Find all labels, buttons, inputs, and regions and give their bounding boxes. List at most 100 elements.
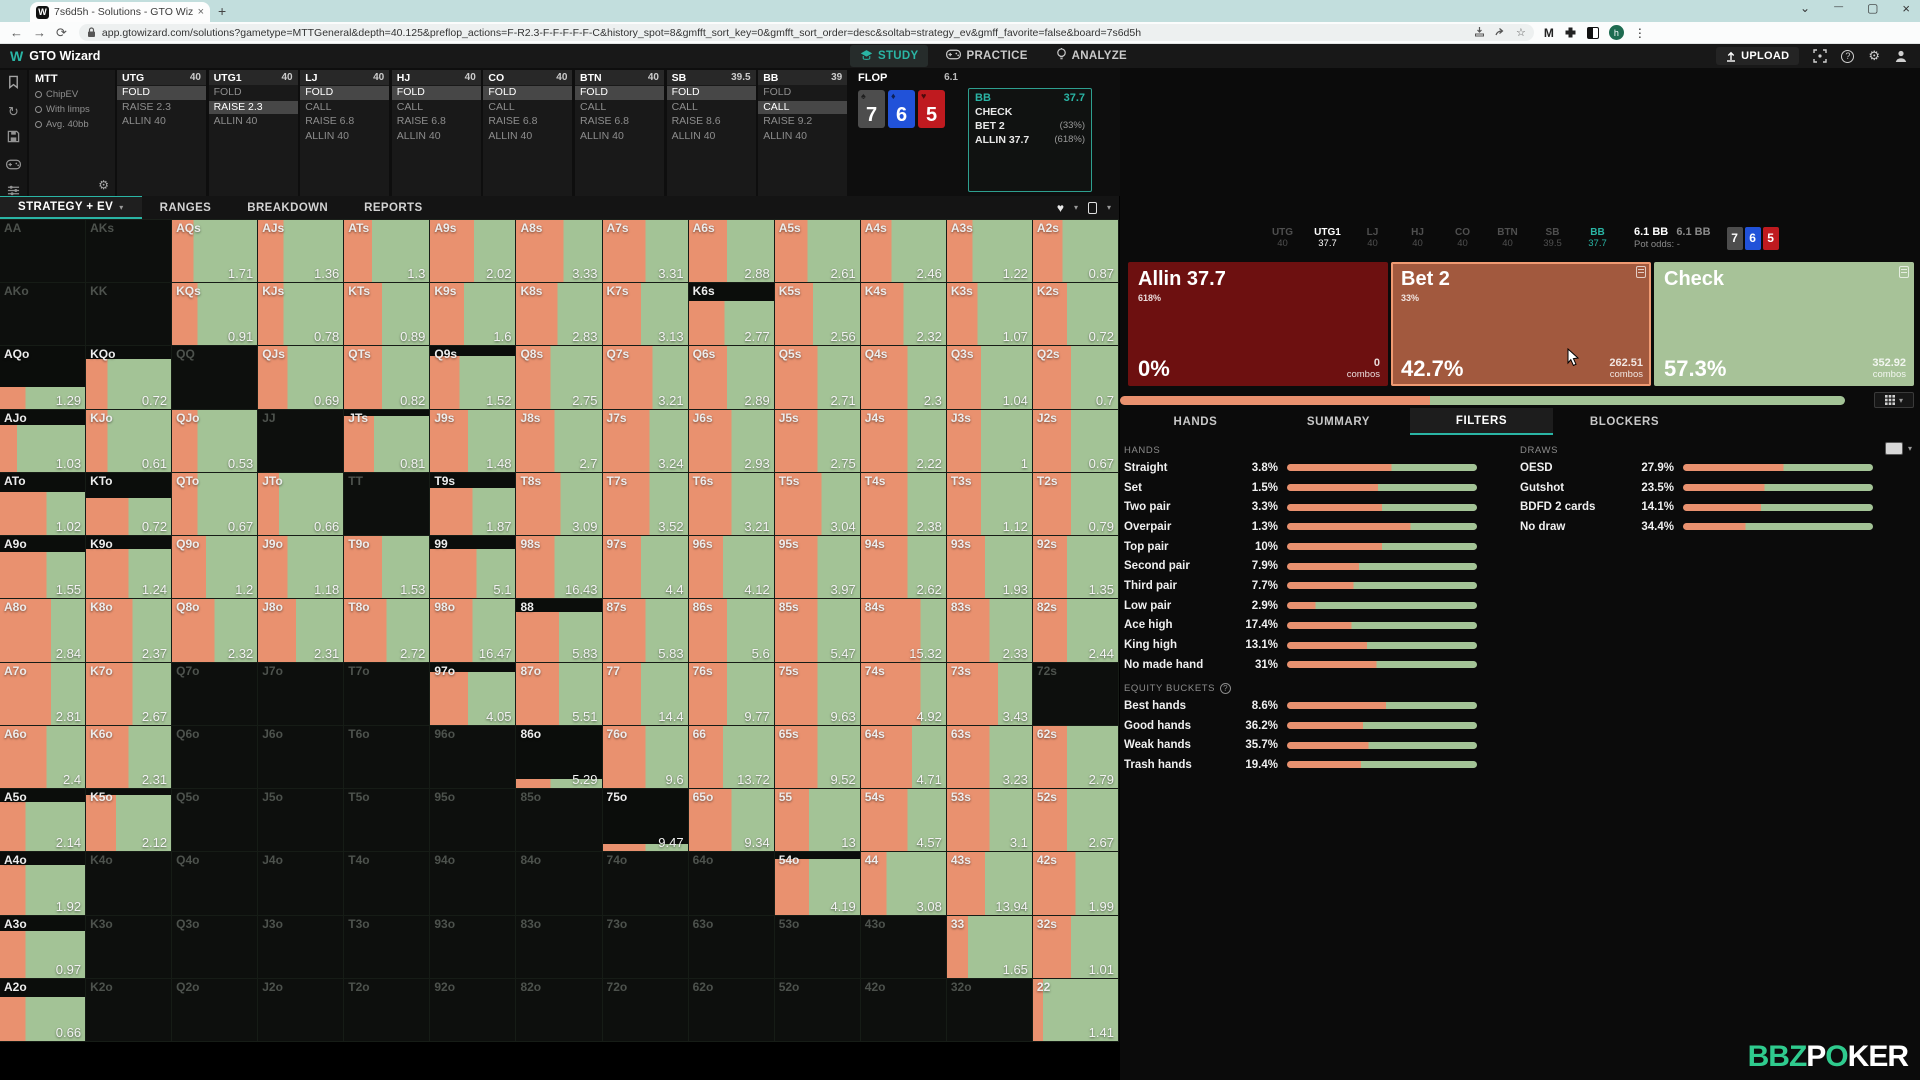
hand-cell-t9s[interactable]: T9s 1.87	[430, 472, 517, 537]
hand-cell-53o[interactable]: 53o	[774, 915, 861, 979]
restore-button[interactable]: ▢	[1867, 1, 1879, 15]
hand-cell-53s[interactable]: 53s 3.1	[946, 789, 1033, 853]
hand-cell-j9o[interactable]: J9o 1.18	[258, 536, 345, 600]
install-icon[interactable]	[1474, 26, 1485, 37]
preflop-action-btn-raise-6-8[interactable]: RAISE 6.8	[580, 115, 630, 127]
preflop-action-utg-raise-2-3[interactable]: RAISE 2.3	[122, 100, 172, 113]
preflop-action-hj-raise-6-8[interactable]: RAISE 6.8	[396, 115, 446, 127]
nav-tab-study[interactable]: STUDY	[850, 45, 929, 67]
hand-cell-a7o[interactable]: A7o 2.81	[0, 662, 87, 726]
hand-cell-kk[interactable]: KK	[86, 283, 173, 347]
tab-filters[interactable]: FILTERS	[1410, 408, 1553, 435]
hand-cell-kto[interactable]: KTo 0.72	[86, 472, 173, 537]
hand-cell-95o[interactable]: 95o	[430, 789, 517, 853]
hand-cell-ajo[interactable]: AJo 1.03	[0, 409, 87, 473]
hand-cell-j6o[interactable]: J6o	[258, 725, 345, 790]
hand-cell-82o[interactable]: 82o	[516, 978, 603, 1042]
hand-cell-43s[interactable]: 43s 13.94	[946, 852, 1033, 916]
tab-search-icon[interactable]: ⌄	[1800, 1, 1811, 15]
hand-cell-j8o[interactable]: J8o 2.31	[258, 599, 345, 663]
hand-cell-52s[interactable]: 52s 2.67	[1032, 789, 1119, 853]
hand-cell-a5o[interactable]: A5o 2.14	[0, 789, 87, 853]
hand-cell-aks[interactable]: AKs	[86, 220, 173, 284]
hand-cell-jto[interactable]: JTo 0.66	[258, 472, 345, 537]
history-position-utg1[interactable]: UTG1 37.7	[1305, 227, 1350, 249]
hand-cell-86s[interactable]: 86s 5.6	[688, 599, 775, 663]
hand-cell-94s[interactable]: 94s 2.62	[860, 536, 947, 600]
hand-cell-98s[interactable]: 98s 16.43	[516, 536, 603, 600]
favorite-heart-icon[interactable]: ♥	[1056, 200, 1064, 215]
hand-cell-74s[interactable]: 74s 4.92	[860, 662, 947, 726]
hand-cell-65o[interactable]: 65o 9.34	[688, 789, 775, 853]
hand-cell-qq[interactable]: QQ	[172, 346, 259, 410]
hand-cell-q3o[interactable]: Q3o	[172, 915, 259, 979]
preflop-action-hj-call[interactable]: CALL	[396, 100, 424, 113]
hand-cell-qjs[interactable]: QJs 0.69	[258, 346, 345, 410]
history-position-btn[interactable]: BTN 40	[1485, 227, 1530, 249]
hand-cell-92s[interactable]: 92s 1.35	[1032, 536, 1119, 600]
hand-cell-q7s[interactable]: Q7s 3.21	[602, 346, 689, 410]
hand-cell-86o[interactable]: 86o 5.29	[516, 725, 603, 790]
profile-icon[interactable]	[1894, 49, 1908, 63]
hand-cell-73o[interactable]: 73o	[602, 915, 689, 979]
hand-cell-qjo[interactable]: QJo 0.53	[172, 409, 259, 473]
preflop-action-lj-call[interactable]: CALL	[305, 100, 332, 113]
preflop-action-sb-raise-8-6[interactable]: RAISE 8.6	[671, 115, 721, 127]
hand-cell-ajs[interactable]: AJs 1.36	[258, 220, 345, 284]
hand-cell-55[interactable]: 55 13	[774, 789, 861, 853]
hand-cell-a6s[interactable]: A6s 2.88	[688, 220, 775, 284]
hand-cell-kqs[interactable]: KQs 0.91	[172, 283, 259, 347]
menu-kebab-icon[interactable]: ⋮	[1633, 25, 1646, 40]
preflop-action-bb-fold[interactable]: FOLD	[763, 86, 792, 98]
hand-cell-98o[interactable]: 98o 16.47	[430, 599, 517, 663]
preflop-action-btn-call[interactable]: CALL	[580, 100, 607, 113]
action-box-check[interactable]: Check 57.3% 352.92 combos	[1654, 262, 1914, 386]
node-action-bet-2[interactable]: BET 2 (33%)	[975, 120, 1085, 132]
tab-summary[interactable]: SUMMARY	[1306, 415, 1371, 428]
hand-cell-k2o[interactable]: K2o	[86, 978, 173, 1042]
filter-row-third-pair[interactable]: Third pair 7.7%	[1124, 576, 1516, 596]
preflop-action-lj-raise-6-8[interactable]: RAISE 6.8	[305, 115, 355, 127]
hand-cell-ato[interactable]: ATo 1.02	[0, 472, 87, 537]
hand-cell-q5o[interactable]: Q5o	[172, 789, 259, 853]
hand-cell-a4s[interactable]: A4s 2.46	[860, 220, 947, 284]
hand-cell-kqo[interactable]: KQo 0.72	[86, 346, 173, 410]
hand-cell-a8s[interactable]: A8s 3.33	[516, 220, 603, 284]
preflop-action-lj-fold[interactable]: FOLD	[300, 86, 390, 100]
hand-cell-84s[interactable]: 84s 15.32	[860, 599, 947, 663]
hand-cell-t7s[interactable]: T7s 3.52	[602, 472, 689, 537]
hand-cell-j4s[interactable]: J4s 2.22	[860, 409, 947, 473]
hand-cell-85s[interactable]: 85s 5.47	[774, 599, 861, 663]
hand-cell-t3s[interactable]: T3s 1.12	[946, 472, 1033, 537]
hand-cell-t5s[interactable]: T5s 3.04	[774, 472, 861, 537]
hand-cell-kjo[interactable]: KJo 0.61	[86, 409, 173, 473]
hand-cell-a3s[interactable]: A3s 1.22	[946, 220, 1033, 284]
hand-cell-q2o[interactable]: Q2o	[172, 978, 259, 1042]
hand-cell-a9o[interactable]: A9o 1.55	[0, 536, 87, 600]
preflop-action-utg1-raise-2-3[interactable]: RAISE 2.3	[208, 100, 298, 114]
filter-row-no-draw[interactable]: No draw 34.4%	[1520, 517, 1912, 537]
hand-cell-97o[interactable]: 97o 4.05	[430, 662, 517, 726]
tab-strategy-ev[interactable]: STRATEGY + EV ▾	[0, 196, 142, 219]
hand-cell-a2o[interactable]: A2o 0.66	[0, 978, 87, 1042]
settings-gear-icon[interactable]: ⚙	[1868, 48, 1880, 63]
back-icon[interactable]: ←	[10, 25, 23, 40]
hand-cell-a6o[interactable]: A6o 2.4	[0, 725, 87, 790]
hand-cell-q2s[interactable]: Q2s 0.7	[1032, 346, 1119, 410]
preflop-action-sb-fold[interactable]: FOLD	[666, 86, 756, 100]
hand-cell-k9o[interactable]: K9o 1.24	[86, 536, 173, 600]
share-icon[interactable]	[1495, 26, 1506, 37]
hand-cell-83s[interactable]: 83s 2.33	[946, 599, 1033, 663]
hand-cell-q8o[interactable]: Q8o 2.32	[172, 599, 259, 663]
sliders-icon[interactable]	[7, 184, 20, 202]
hand-cell-j3s[interactable]: J3s 1	[946, 409, 1033, 473]
hand-cell-22[interactable]: 22 1.41	[1032, 978, 1119, 1042]
hand-cell-99[interactable]: 99 5.1	[430, 536, 517, 600]
hand-cell-qts[interactable]: QTs 0.82	[344, 346, 431, 410]
hand-cell-92o[interactable]: 92o	[430, 978, 517, 1042]
filter-row-straight[interactable]: Straight 3.8%	[1124, 458, 1516, 478]
hand-cell-77[interactable]: 77 14.4	[602, 662, 689, 726]
filter-row-set[interactable]: Set 1.5%	[1124, 478, 1516, 498]
hand-cell-aa[interactable]: AA	[0, 220, 87, 284]
matrix-view-button[interactable]: ▾	[1874, 392, 1914, 408]
